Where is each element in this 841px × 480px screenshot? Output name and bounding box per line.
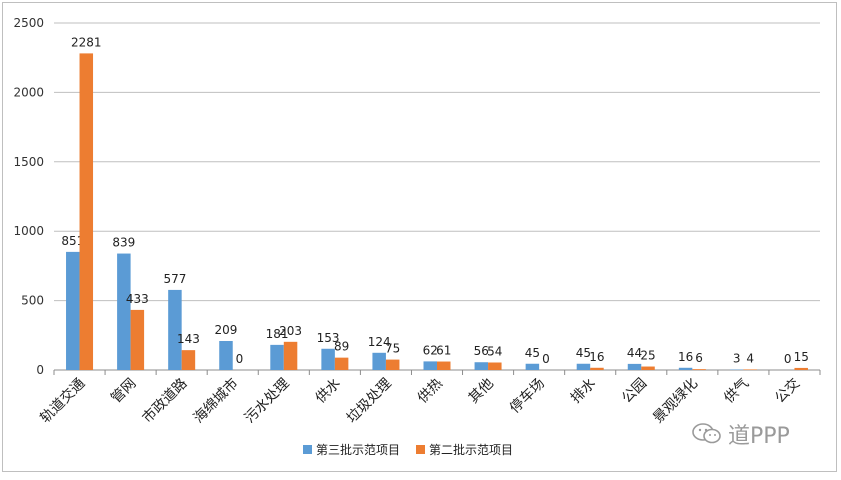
data-label: 54 (487, 345, 502, 359)
data-label: 2281 (71, 35, 102, 49)
legend-item-series-2: 第二批示范项目 (416, 441, 513, 458)
bar-2 (334, 357, 349, 370)
x-tick-label: 供水 (313, 376, 344, 407)
wechat-icon (692, 423, 721, 444)
data-label: 143 (177, 332, 200, 346)
data-label: 153 (317, 331, 340, 345)
bar-1 (321, 348, 335, 370)
data-label: 433 (126, 292, 149, 306)
data-label: 16 (678, 350, 693, 364)
bar-1 (372, 352, 386, 370)
data-label: 209 (215, 323, 238, 337)
bar-1 (678, 367, 693, 370)
legend-swatch-series-2 (416, 445, 426, 454)
bar-2 (743, 369, 757, 370)
bar-1 (219, 340, 233, 370)
data-label: 89 (334, 340, 349, 354)
data-label: 45 (576, 346, 591, 360)
data-label: 16 (589, 350, 604, 364)
data-label: 6 (695, 351, 703, 365)
bar-2 (130, 309, 145, 370)
legend-item-series-1: 第三批示范项目 (303, 441, 400, 458)
bar-2 (488, 362, 502, 370)
bar-1 (270, 344, 284, 370)
data-label: 0 (236, 352, 244, 366)
bar-2 (79, 53, 94, 370)
data-label: 45 (525, 346, 540, 360)
x-tick-label: 市政道路 (139, 375, 191, 427)
data-label: 124 (368, 335, 391, 349)
data-label: 0 (784, 352, 792, 366)
y-tick-label: 1500 (13, 155, 44, 169)
watermark: 道PPP (692, 418, 790, 450)
data-label: 44 (627, 346, 642, 360)
data-label: 61 (436, 344, 451, 358)
bar-2 (283, 341, 298, 370)
data-label: 62 (423, 343, 438, 357)
data-label: 851 (61, 234, 84, 248)
bar-2 (641, 366, 655, 370)
watermark-text: 道PPP (728, 424, 790, 449)
x-tick-label: 供热 (415, 376, 446, 407)
bar-2 (590, 367, 604, 370)
data-label: 577 (163, 272, 186, 286)
x-tick-label: 公园 (619, 376, 650, 407)
bar-1 (525, 363, 540, 370)
x-tick-label: 污水处理 (242, 376, 293, 427)
bar-1 (423, 361, 437, 370)
bar-2 (794, 367, 808, 370)
data-label: 4 (746, 351, 754, 365)
y-tick-label: 2500 (13, 16, 44, 30)
x-tick-label: 垃圾处理 (344, 376, 395, 427)
legend: 第三批示范项目 第二批示范项目 (303, 441, 513, 458)
bar-1 (627, 363, 642, 370)
bar-1 (168, 289, 182, 370)
data-label: 839 (112, 236, 135, 250)
x-tick-label: 供气 (721, 376, 752, 407)
x-tick-label: 轨道交通 (37, 375, 89, 427)
y-tick-label: 1000 (13, 224, 44, 238)
bar-1 (66, 251, 80, 370)
data-label: 56 (474, 344, 489, 358)
bar-2 (385, 359, 400, 370)
legend-swatch-series-1 (303, 445, 312, 454)
y-tick-label: 2000 (13, 85, 44, 99)
x-tick-label: 停车场 (506, 375, 548, 417)
x-tick-label: 其他 (466, 376, 497, 407)
y-tick-label: 0 (36, 363, 44, 377)
data-label: 75 (385, 342, 400, 356)
bar-1 (576, 363, 591, 370)
bar-1 (474, 362, 489, 370)
data-label: 3 (733, 352, 741, 366)
y-tick-label: 500 (21, 294, 44, 308)
data-label: 15 (794, 350, 809, 364)
data-label: 203 (279, 324, 302, 338)
legend-label-series-2: 第二批示范项目 (429, 443, 514, 457)
bar-2 (437, 361, 451, 370)
chart-frame (2, 2, 837, 472)
bar-2 (181, 350, 196, 370)
data-label: 181 (266, 327, 289, 341)
bar-1 (117, 253, 131, 370)
data-label: 0 (542, 352, 550, 366)
x-tick-label: 排水 (568, 376, 599, 407)
x-tick-label: 海绵城市 (190, 375, 242, 427)
bar-2 (692, 369, 706, 370)
x-tick-label: 公交 (771, 375, 803, 407)
x-tick-label: 管网 (108, 376, 139, 407)
legend-label-series-1: 第三批示范项目 (316, 443, 401, 457)
data-label: 25 (640, 349, 655, 363)
